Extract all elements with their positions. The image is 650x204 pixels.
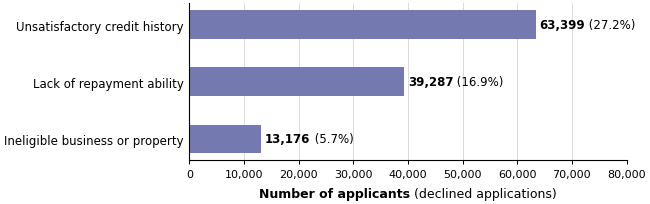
- Text: 13,176: 13,176: [265, 133, 311, 146]
- Text: (27.2%): (27.2%): [585, 19, 636, 32]
- Bar: [189, 11, 536, 40]
- Bar: [189, 125, 261, 153]
- Text: 39,287: 39,287: [408, 76, 453, 89]
- Text: 63,399: 63,399: [540, 19, 585, 32]
- Text: Number of applicants: Number of applicants: [259, 187, 410, 200]
- Text: (declined applications): (declined applications): [410, 187, 557, 200]
- Text: (16.9%): (16.9%): [453, 76, 504, 89]
- Text: (5.7%): (5.7%): [311, 133, 354, 146]
- Bar: [189, 68, 404, 96]
